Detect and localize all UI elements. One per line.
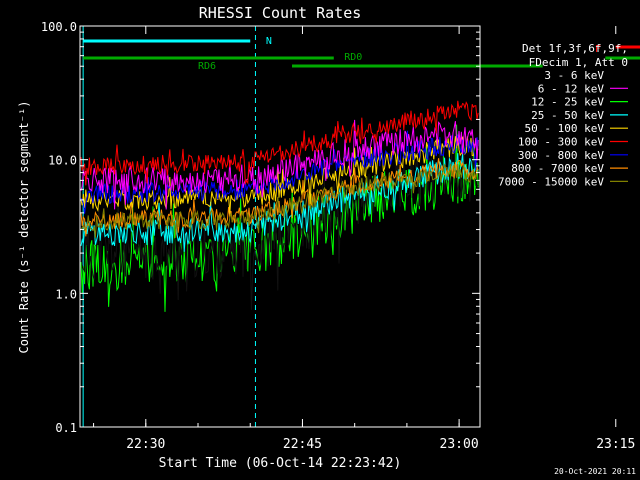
legend-label: 12 - 25 keV bbox=[531, 96, 604, 109]
flag-label: F bbox=[595, 44, 601, 55]
y-axis-label: Count Rate (s⁻¹ detector segment⁻¹) bbox=[17, 101, 31, 354]
legend: Det 1f,3f,6f,9f, FDecim 1, Att 0 3 - 6 k… bbox=[498, 42, 628, 188]
series-line-1 bbox=[80, 119, 479, 210]
legend-label: 6 - 12 keV bbox=[538, 82, 605, 95]
x-tick-label: 23:00 bbox=[440, 437, 479, 452]
legend-label: 25 - 50 keV bbox=[531, 109, 604, 122]
y-tick-label: 0.1 bbox=[55, 421, 77, 435]
chart-title: RHESSI Count Rates bbox=[199, 4, 362, 22]
legend-label: 50 - 100 keV bbox=[525, 122, 605, 135]
flag-label: N bbox=[266, 36, 272, 47]
legend-label: 100 - 300 keV bbox=[518, 136, 604, 149]
y-tick-label: 100.0 bbox=[41, 20, 77, 34]
legend-label: 3 - 6 keV bbox=[544, 69, 604, 82]
x-tick-label: 22:45 bbox=[283, 437, 322, 452]
flag-label: RD6 bbox=[198, 61, 216, 72]
plot-frame bbox=[79, 25, 481, 428]
annotation-layer: N RD0 RD6 F bbox=[82, 26, 640, 427]
series-layer bbox=[80, 100, 479, 312]
legend-header-2: FDecim 1, Att 0 bbox=[529, 56, 628, 69]
legend-label: 800 - 7000 keV bbox=[511, 162, 604, 175]
series-line-6 bbox=[80, 130, 479, 214]
y-axis: 0.1 1.0 10.0 100.0 bbox=[41, 20, 480, 435]
series-line-5 bbox=[80, 100, 479, 186]
y-tick-label: 10.0 bbox=[48, 154, 77, 168]
y-tick-label: 1.0 bbox=[55, 287, 77, 301]
legend-header-1: Det 1f,3f,6f,9f, bbox=[522, 42, 628, 55]
legend-label: 300 - 800 keV bbox=[518, 149, 604, 162]
series-line-8 bbox=[80, 163, 479, 238]
flag-label: RD0 bbox=[344, 52, 362, 63]
timestamp: 20-Oct-2021 20:11 bbox=[554, 467, 636, 476]
legend-label: 7000 - 15000 keV bbox=[498, 175, 604, 188]
x-tick-label: 22:30 bbox=[126, 437, 165, 452]
x-tick-label: 23:15 bbox=[596, 437, 635, 452]
x-axis-label: Start Time (06-Oct-14 22:23:42) bbox=[159, 456, 402, 471]
